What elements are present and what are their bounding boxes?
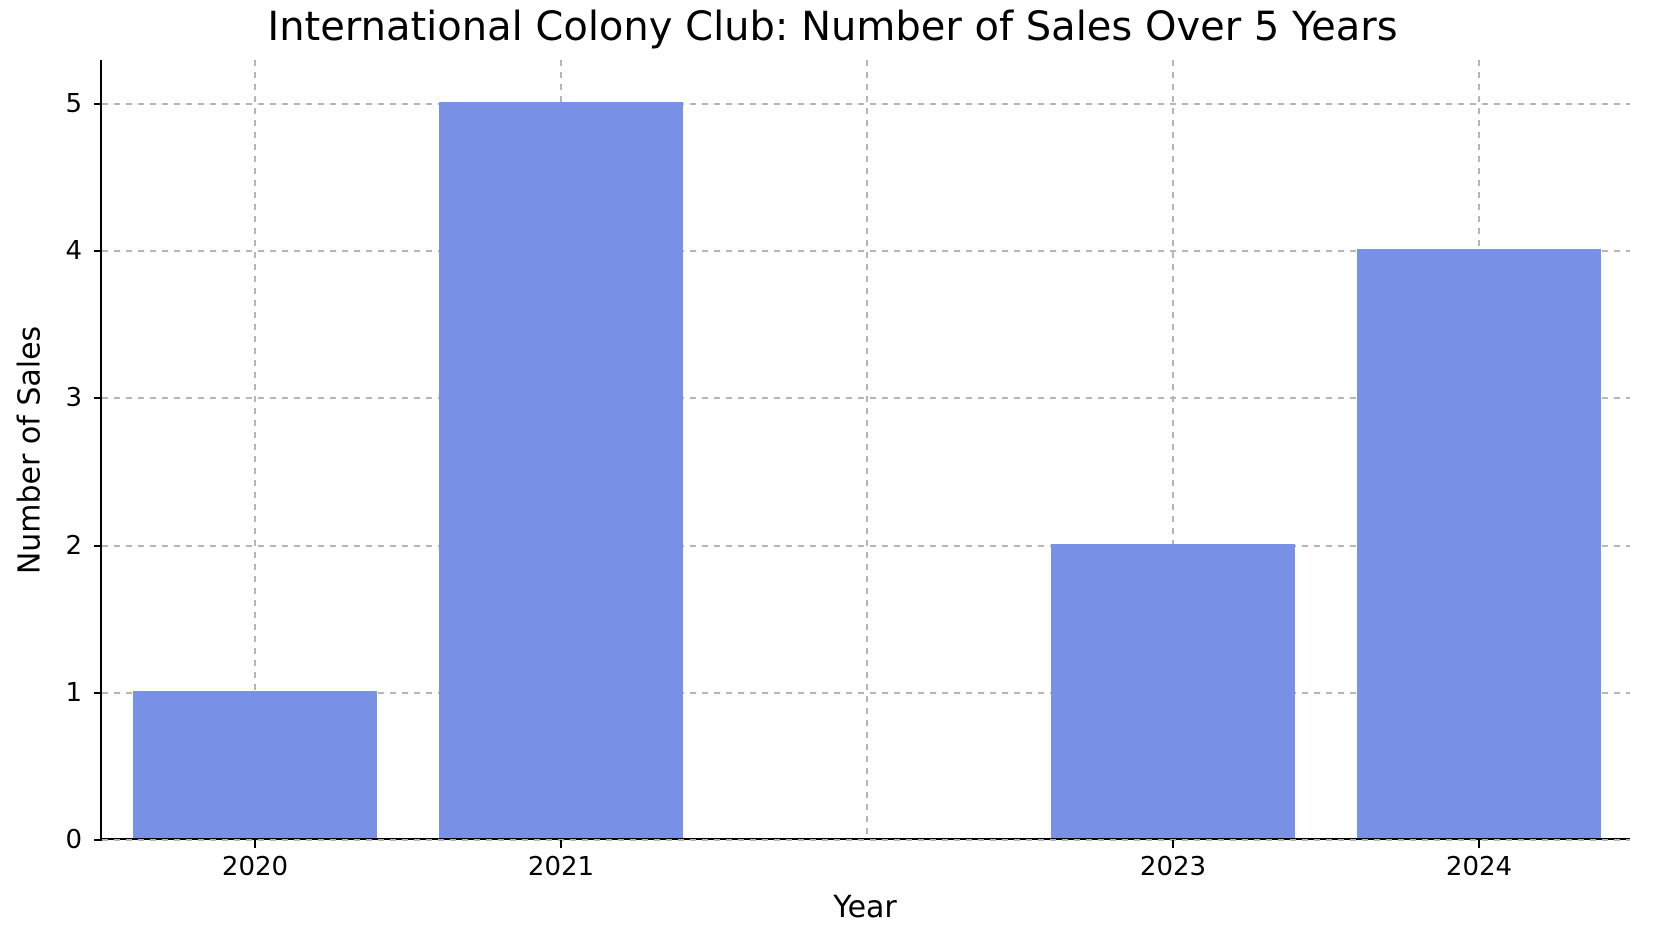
xtick-label: 2023: [1140, 852, 1206, 882]
xtick-label: 2024: [1446, 852, 1512, 882]
ytick-label: 0: [65, 825, 82, 855]
ytick-label: 5: [65, 89, 82, 119]
ytick-mark: [94, 397, 102, 399]
bar: [1357, 249, 1602, 838]
xtick-label: 2021: [528, 852, 594, 882]
gridline-vertical: [866, 60, 868, 838]
ytick-label: 3: [65, 383, 82, 413]
gridline-horizontal: [102, 839, 1630, 841]
xtick-mark: [1172, 840, 1174, 848]
ytick-mark: [94, 103, 102, 105]
x-axis-label: Year: [100, 890, 1630, 925]
bar: [439, 102, 684, 838]
ytick-mark: [94, 545, 102, 547]
xtick-label: 2020: [222, 852, 288, 882]
bar: [1051, 544, 1296, 838]
bar: [133, 691, 378, 838]
xtick-mark: [254, 840, 256, 848]
y-axis-label: Number of Sales: [13, 326, 48, 574]
ytick-label: 4: [65, 236, 82, 266]
ytick-mark: [94, 692, 102, 694]
xtick-mark: [1478, 840, 1480, 848]
ytick-label: 1: [65, 678, 82, 708]
xtick-mark: [560, 840, 562, 848]
ytick-mark: [94, 839, 102, 841]
ytick-mark: [94, 250, 102, 252]
chart-container: International Colony Club: Number of Sal…: [0, 0, 1665, 947]
chart-title: International Colony Club: Number of Sal…: [0, 4, 1665, 50]
plot-area: 0123452020202120232024: [100, 60, 1630, 840]
ytick-label: 2: [65, 531, 82, 561]
